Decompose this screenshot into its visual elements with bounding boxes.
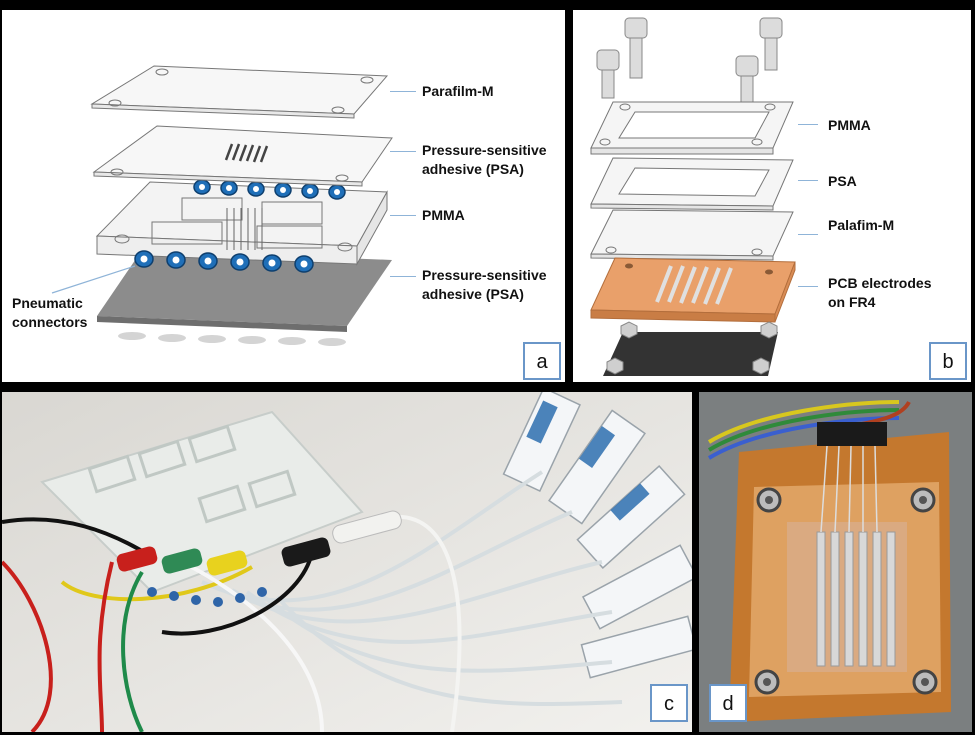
chip-photo-illustration — [2, 392, 692, 732]
label-psa-b: PSA — [828, 173, 857, 189]
pcb-leader — [798, 286, 818, 287]
label-psa-bottom: Pressure-sensitive adhesive (PSA) — [422, 267, 547, 302]
palafim-layer — [590, 209, 794, 261]
top-psa-layer — [92, 125, 393, 187]
palafim-leader — [798, 234, 818, 235]
holder-exploded-drawing — [590, 17, 796, 376]
label-pmma: PMMA — [422, 207, 465, 223]
label-psa-top: Pressure-sensitive adhesive (PSA) — [422, 142, 547, 177]
pcb-electrodes-photo — [816, 531, 896, 667]
bottom-psa-layer — [97, 250, 392, 326]
psa-bottom-leader — [390, 276, 416, 277]
psa-top-leader — [390, 151, 416, 152]
wires — [2, 514, 462, 732]
syringes — [502, 392, 692, 679]
pneumatic-leader — [51, 265, 136, 294]
pcb-fr4-board — [590, 257, 796, 323]
panel-b-exploded-electrode-holder: PMMA PSA Palafim-M PCB electrodes on FR4… — [573, 10, 971, 382]
screws — [596, 17, 783, 107]
label-pneumatic-connectors: Pneumatic connectors — [12, 295, 88, 330]
pmma-leader — [390, 215, 416, 216]
tubing — [201, 470, 623, 707]
panel-letter-c: c — [650, 684, 688, 722]
pmma-leader-b — [798, 124, 818, 125]
bottom-plate — [603, 321, 778, 376]
label-pcb-electrodes: PCB electrodes on FR4 — [828, 275, 932, 310]
label-pmma-b: PMMA — [828, 117, 871, 133]
parafilm-leader — [390, 91, 416, 92]
pmma-frame — [590, 101, 794, 155]
panel-letter-a: a — [523, 342, 561, 380]
label-palafim: Palafim-M — [828, 217, 895, 233]
holder-screws — [754, 487, 938, 695]
psa-frame — [590, 157, 794, 211]
label-parafilm: Parafilm-M — [422, 83, 494, 99]
chip-exploded-drawing — [51, 65, 393, 346]
pin-header — [817, 422, 887, 446]
psa-leader-b — [798, 180, 818, 181]
alligator-clips — [116, 510, 402, 576]
panel-letter-d: d — [709, 684, 747, 722]
panel-a-exploded-chip: Parafilm-M Pressure-sensitive adhesive (… — [2, 10, 565, 382]
panel-d-photo-electrode-holder: d — [699, 392, 972, 732]
holder-photo-illustration — [707, 400, 951, 722]
panel-letter-b: b — [929, 342, 967, 380]
panel-c-photo-chip-with-syringes: c — [2, 392, 692, 732]
pneumatic-connectors-front-row — [134, 250, 314, 273]
pmma-layer — [95, 181, 388, 266]
parafilm-layer — [90, 65, 389, 119]
